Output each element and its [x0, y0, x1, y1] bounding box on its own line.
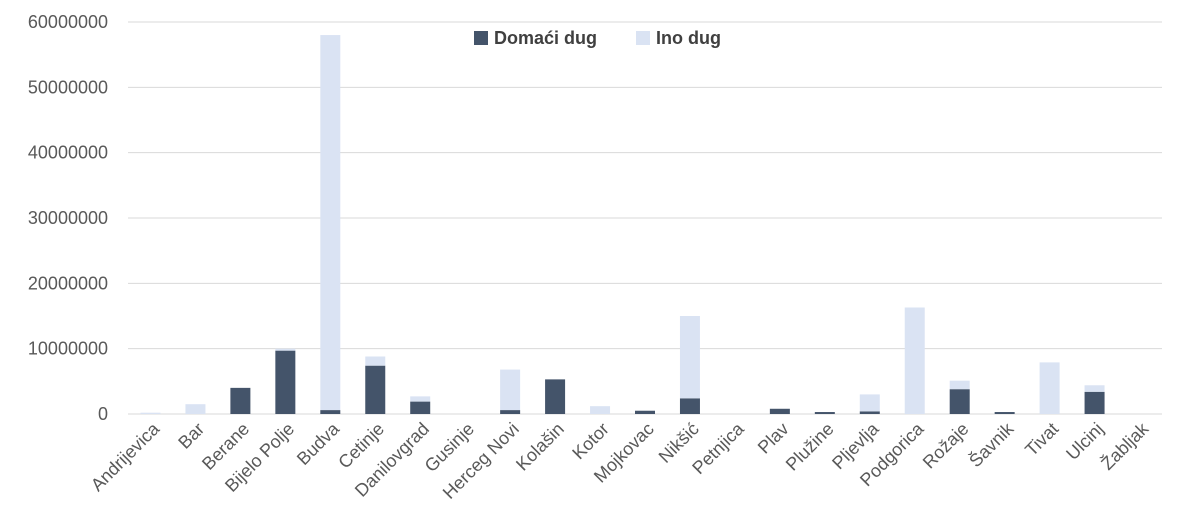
- bar-segment-domaci-dug: [814, 412, 835, 414]
- gridlines: [128, 21, 1162, 415]
- x-tick-label: Žabljak: [1097, 418, 1153, 474]
- bar-segment-domaci-dug: [545, 379, 566, 414]
- bar-segment-domaci-dug: [365, 365, 386, 414]
- bar-segment-domaci-dug: [949, 389, 970, 414]
- y-tick-label: 60000000: [28, 12, 108, 32]
- bar-segment-ino-dug: [1039, 362, 1060, 414]
- bar-segment-domaci-dug: [769, 408, 790, 414]
- bar-segment-domaci-dug: [859, 411, 880, 414]
- bar-segment-ino-dug: [500, 369, 521, 411]
- y-tick-label: 40000000: [28, 143, 108, 163]
- x-tick-label: Petnjica: [688, 418, 748, 478]
- bar-segment-ino-dug: [140, 412, 161, 414]
- x-tick-label: Andrijevica: [87, 418, 164, 495]
- bar-segment-domaci-dug: [1084, 391, 1105, 414]
- legend-swatch: [636, 31, 650, 45]
- y-tick-label: 20000000: [28, 273, 108, 293]
- bar-segment-ino-dug: [949, 380, 970, 390]
- x-tick-label: Bar: [174, 419, 208, 453]
- bar-segment-domaci-dug: [500, 410, 521, 414]
- legend-entry: Domaći dug: [494, 28, 597, 48]
- bar-segment-ino-dug: [1084, 385, 1105, 392]
- bar-segment-ino-dug: [859, 394, 880, 412]
- legend: Domaći dug Ino dug: [474, 28, 721, 48]
- x-tick-label: Plužine: [782, 419, 838, 475]
- bar-segment-ino-dug: [185, 404, 206, 414]
- y-tick-label: 10000000: [28, 339, 108, 359]
- bar-segment-domaci-dug: [679, 398, 700, 414]
- y-tick-label: 50000000: [28, 77, 108, 97]
- bar-segment-ino-dug: [365, 356, 386, 366]
- bar-segment-ino-dug: [320, 35, 341, 411]
- y-tick-label: 30000000: [28, 208, 108, 228]
- bar-segment-domaci-dug: [410, 401, 431, 414]
- x-tick-label: Rožaje: [919, 419, 973, 473]
- y-axis-ticks: 0 10000000 20000000 30000000 40000000 5000000…: [28, 12, 108, 424]
- bar-segment-domaci-dug: [635, 410, 655, 414]
- bar-segment-ino-dug: [275, 348, 296, 351]
- legend-swatch: [474, 31, 488, 45]
- x-tick-label: Plav: [754, 419, 793, 458]
- x-tick-label: Kolašin: [512, 419, 568, 475]
- bars: [140, 35, 1105, 414]
- legend-entry: Ino dug: [656, 28, 721, 48]
- bar-segment-ino-dug: [590, 406, 611, 414]
- bar-segment-ino-dug: [679, 316, 700, 399]
- y-tick-label: 0: [98, 404, 108, 424]
- x-tick-label: Šavnik: [964, 417, 1018, 471]
- bar-segment-domaci-dug: [320, 410, 341, 414]
- bar-segment-ino-dug: [410, 396, 431, 402]
- x-tick-label: Tivat: [1021, 419, 1062, 460]
- bar-segment-domaci-dug: [994, 412, 1015, 414]
- bar-segment-ino-dug: [904, 307, 925, 414]
- bar-segment-domaci-dug: [275, 350, 296, 414]
- bar-segment-domaci-dug: [230, 387, 251, 414]
